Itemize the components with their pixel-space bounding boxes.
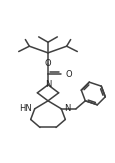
Text: HN: HN	[19, 104, 32, 113]
Text: N: N	[63, 104, 70, 113]
Text: O: O	[65, 70, 71, 79]
Text: O: O	[44, 59, 51, 68]
Text: N: N	[44, 80, 51, 89]
